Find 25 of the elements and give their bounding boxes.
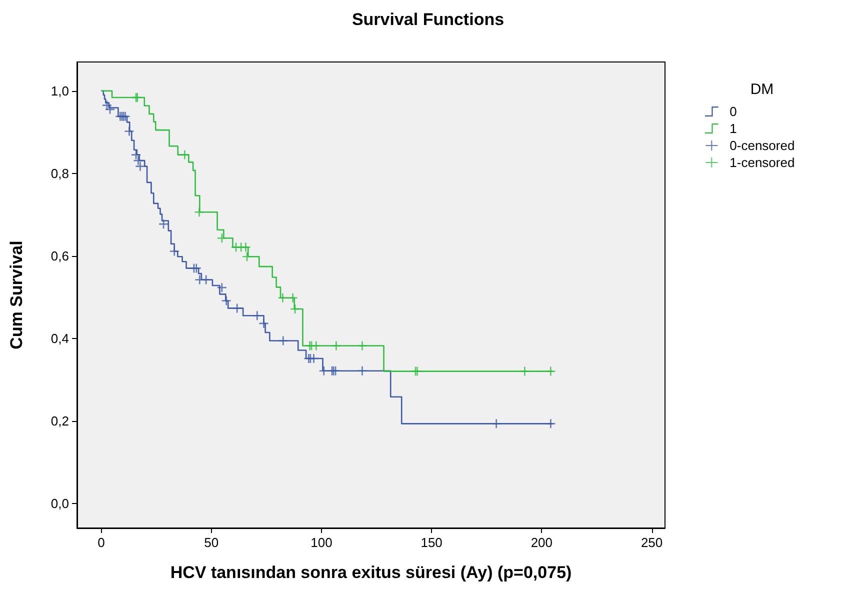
legend-title: DM [750,81,774,98]
x-axis-title: HCV tanısından sonra exitus süresi (Ay) (p=0,075) [170,563,572,582]
y-tick-label: 0,6 [50,248,69,264]
x-tick-label: 0 [98,535,105,550]
x-tick-label: 50 [204,535,219,550]
y-axis-title: Cum Survival [7,240,26,350]
y-tick-label: 0,0 [50,496,69,511]
y-tick-label: 0,8 [50,166,69,181]
chart-title: Survival Functions [352,10,504,29]
y-tick-label: 1,0 [50,83,69,98]
point [124,126,134,136]
point [216,282,228,293]
x-tick-label: 250 [640,535,663,550]
point [158,218,169,230]
x-tick-label: 150 [420,535,442,550]
point [104,104,116,115]
x-tick-label: 100 [310,535,332,550]
legend-label: 1-censored [730,155,795,170]
legend-label: 0-censored [730,138,795,153]
y-tick-label: 0,4 [50,330,69,346]
legend-label: 1 [730,121,737,136]
point [221,296,232,306]
x-tick-label: 200 [530,535,553,550]
y-tick-label: 0,2 [50,413,69,428]
legend-label: 0 [730,104,737,119]
